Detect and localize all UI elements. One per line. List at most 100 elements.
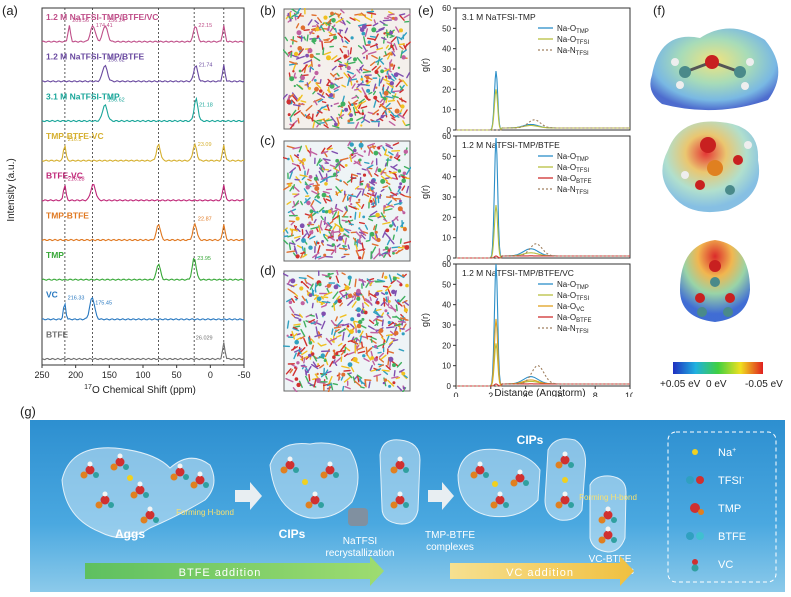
md-b-bond-324 — [347, 110, 352, 116]
md-c-atom-77 — [370, 186, 374, 190]
nmr-trace-label-8: BTFE — [46, 329, 69, 339]
rdf-legend-label-3-0: Na-OTMP — [557, 280, 589, 291]
md-d-bond-182 — [307, 336, 311, 343]
md-b-bond-259 — [290, 51, 293, 58]
md-d-bond-416 — [336, 349, 346, 353]
md-d-atom-51 — [401, 371, 406, 376]
md-b-bond-224 — [395, 79, 402, 88]
md-c-bond-351 — [293, 245, 298, 255]
md-c-bond-266 — [383, 250, 389, 258]
md-c-bond-96 — [392, 142, 400, 146]
md-b-bond-325 — [293, 72, 296, 79]
vc-addition-arrow — [450, 556, 634, 586]
nmr-peak-label-1-1: 21.74 — [199, 63, 213, 69]
md-d-bond-292 — [320, 320, 326, 330]
md-c-bond-225 — [312, 252, 320, 259]
md-b-bond-176 — [365, 80, 371, 86]
md-b-atom-79 — [319, 89, 323, 93]
nmr-peak-label-3-1: 23.09 — [198, 142, 212, 148]
md-d-atom-41 — [382, 381, 386, 385]
md-b-atom-4 — [371, 27, 377, 33]
md-b-bond-201 — [305, 113, 311, 119]
md-d-bond-272 — [315, 364, 320, 368]
scheme-molecule-5-h — [197, 471, 203, 477]
md-c-bond-170 — [289, 228, 294, 234]
md-c-bond-286 — [374, 234, 377, 240]
md-d-bond-137 — [375, 318, 379, 326]
md-c-bond-242 — [283, 227, 288, 233]
md-b-bond-280 — [325, 22, 331, 27]
rdf-ylabel-1: g(r) — [420, 58, 430, 72]
md-b-bond-357 — [381, 37, 387, 41]
md-d-bond-225 — [317, 342, 322, 347]
md-c-bond-85 — [382, 229, 387, 238]
scheme-molecule-17-c — [611, 517, 617, 523]
md-d-atom-86 — [391, 289, 396, 295]
nmr-trace-6 — [41, 257, 245, 281]
md-b-bond-170 — [314, 100, 318, 106]
md-d-bond-307 — [339, 302, 343, 307]
md-b-bond-185 — [402, 120, 406, 126]
md-b-bond-265 — [332, 73, 337, 77]
md-b-atom-5 — [313, 79, 317, 82]
md-c-bond-269 — [304, 197, 311, 204]
md-d-bond-406 — [289, 368, 294, 374]
scheme-molecule-1-c — [123, 464, 129, 470]
md-d-atom-10 — [393, 330, 399, 336]
md-c-bond-67 — [386, 239, 391, 246]
md-b-atom-52 — [365, 79, 369, 83]
md-c-bond-223 — [318, 159, 323, 164]
md-d-bond-81 — [291, 363, 298, 369]
md-b-bond-149 — [376, 118, 381, 121]
vc-btfe-label-1: VC-BTFE — [589, 554, 632, 565]
panel-label-f: (f) — [653, 3, 666, 18]
md-b-atom-38 — [400, 104, 405, 109]
md-b-atom-64 — [349, 113, 353, 117]
rdf-legend-label-3-4: Na-NTFSI — [557, 324, 589, 335]
nmr-xtick-label-0: 250 — [34, 370, 49, 380]
md-b-bond-255 — [283, 93, 288, 100]
md-d-bond-112 — [293, 313, 302, 317]
md-d-atom-49 — [388, 356, 394, 362]
md-c-bond-376 — [366, 185, 372, 188]
md-c-bond-236 — [368, 147, 371, 157]
md-d-bond-294 — [340, 343, 347, 352]
md-d-bond-134 — [398, 368, 405, 373]
md-b-atom-74 — [387, 75, 392, 80]
md-d-bond-319 — [392, 339, 399, 342]
md-b-atom-41 — [287, 113, 291, 117]
scheme-molecule-4-center — [175, 467, 185, 477]
md-d-atom-80 — [384, 309, 388, 313]
md-b-atom-57 — [394, 108, 400, 114]
md-b-bond-199 — [355, 121, 360, 129]
md-b-atom-82 — [331, 18, 336, 23]
md-b-atom-45 — [308, 86, 311, 90]
md-d-bond-374 — [387, 379, 395, 387]
md-b-bond-209 — [379, 20, 386, 25]
md-b-bond-409 — [311, 75, 316, 82]
md-b-bond-296 — [398, 78, 403, 83]
md-b-bond-417 — [399, 89, 404, 94]
md-d-bond-339 — [389, 330, 397, 337]
md-c-bond-238 — [292, 252, 297, 257]
nmr-trace-label-5: TMP-BTFE — [46, 210, 89, 220]
md-c-bond-323 — [329, 229, 334, 238]
rdf-ylabel-2: g(r) — [420, 185, 430, 199]
rdf-xtick-label-5: 10 — [625, 391, 633, 397]
md-b-bond-165 — [389, 114, 396, 119]
md-d-bond-78 — [331, 301, 338, 308]
md-d-atom-12 — [333, 284, 339, 290]
md-c-bond-340 — [303, 188, 309, 195]
md-d-bond-280 — [310, 338, 315, 343]
md-c-bond-38 — [283, 156, 288, 160]
md-c-bond-395 — [347, 244, 350, 250]
nmr-xtick-label-3: 100 — [135, 370, 150, 380]
md-d-bond-410 — [397, 320, 407, 323]
md-b-bond-93 — [323, 124, 329, 129]
md-c-bond-119 — [301, 246, 304, 252]
md-b-bond-96 — [391, 117, 396, 121]
md-d-atom-71 — [299, 286, 304, 291]
md-c-bond-303 — [315, 179, 319, 186]
md-c-bond-240 — [395, 248, 404, 254]
md-c-atom-2 — [385, 228, 390, 233]
